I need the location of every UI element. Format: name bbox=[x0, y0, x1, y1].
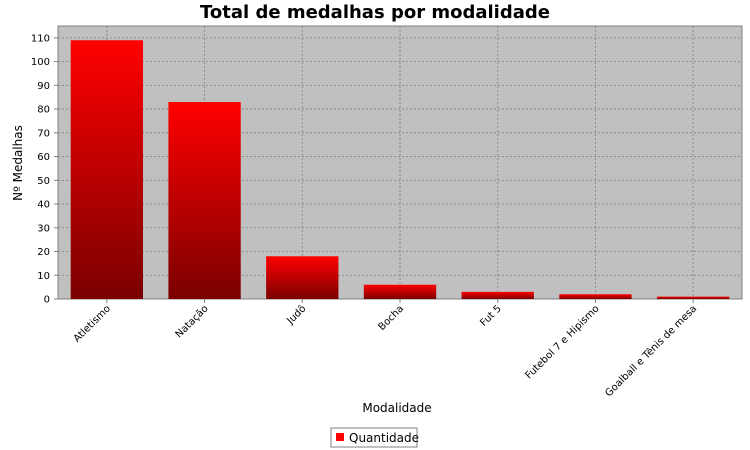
y-tick-label: 80 bbox=[37, 105, 50, 116]
bar-5 bbox=[559, 294, 632, 299]
bar-1 bbox=[168, 101, 241, 300]
y-tick-label: 60 bbox=[37, 152, 50, 163]
y-tick-label: 110 bbox=[31, 33, 50, 44]
legend: Quantidade bbox=[330, 427, 419, 448]
bar-0 bbox=[70, 40, 144, 300]
y-axis-ticks: 0 10 20 30 40 50 60 70 80 90 100 110 bbox=[31, 33, 58, 306]
x-tick-label: Fut 5 bbox=[478, 303, 503, 328]
x-axis-label: Modalidade bbox=[362, 401, 431, 415]
legend-box bbox=[330, 427, 418, 448]
chart-title: Total de medalhas por modalidade bbox=[200, 2, 550, 23]
x-tick-label: Goalball e Tênis de mesa bbox=[603, 303, 700, 400]
legend-label: Quantidade bbox=[349, 431, 419, 445]
y-tick-label: 30 bbox=[37, 223, 50, 234]
bar-2 bbox=[266, 256, 339, 299]
plot-area bbox=[57, 25, 743, 300]
y-tick-label: 90 bbox=[37, 81, 50, 92]
x-tick-label: Natação bbox=[174, 303, 211, 340]
y-tick-label: 70 bbox=[37, 128, 50, 139]
bar-4 bbox=[461, 291, 534, 299]
y-tick-label: 0 bbox=[44, 295, 50, 306]
y-tick-label: 40 bbox=[37, 200, 50, 211]
x-axis-ticks: Atletismo Natação Judô Bocha Fut 5 Futebol 7 … bbox=[72, 299, 700, 400]
bar-3 bbox=[363, 284, 437, 299]
y-tick-label: 20 bbox=[37, 247, 50, 258]
x-tick-label: Judô bbox=[284, 303, 309, 328]
bar-6 bbox=[656, 296, 730, 299]
bars bbox=[70, 40, 730, 300]
y-tick-label: 10 bbox=[37, 271, 50, 282]
x-tick-label: Atletismo bbox=[72, 303, 113, 344]
legend-swatch bbox=[336, 433, 344, 441]
y-axis-label: Nº Medalhas bbox=[11, 125, 25, 201]
x-tick-label: Bocha bbox=[376, 303, 406, 333]
y-tick-label: 100 bbox=[31, 57, 50, 68]
x-tick-label: Futebol 7 e Hipismo bbox=[523, 303, 601, 381]
y-tick-label: 50 bbox=[37, 176, 50, 187]
